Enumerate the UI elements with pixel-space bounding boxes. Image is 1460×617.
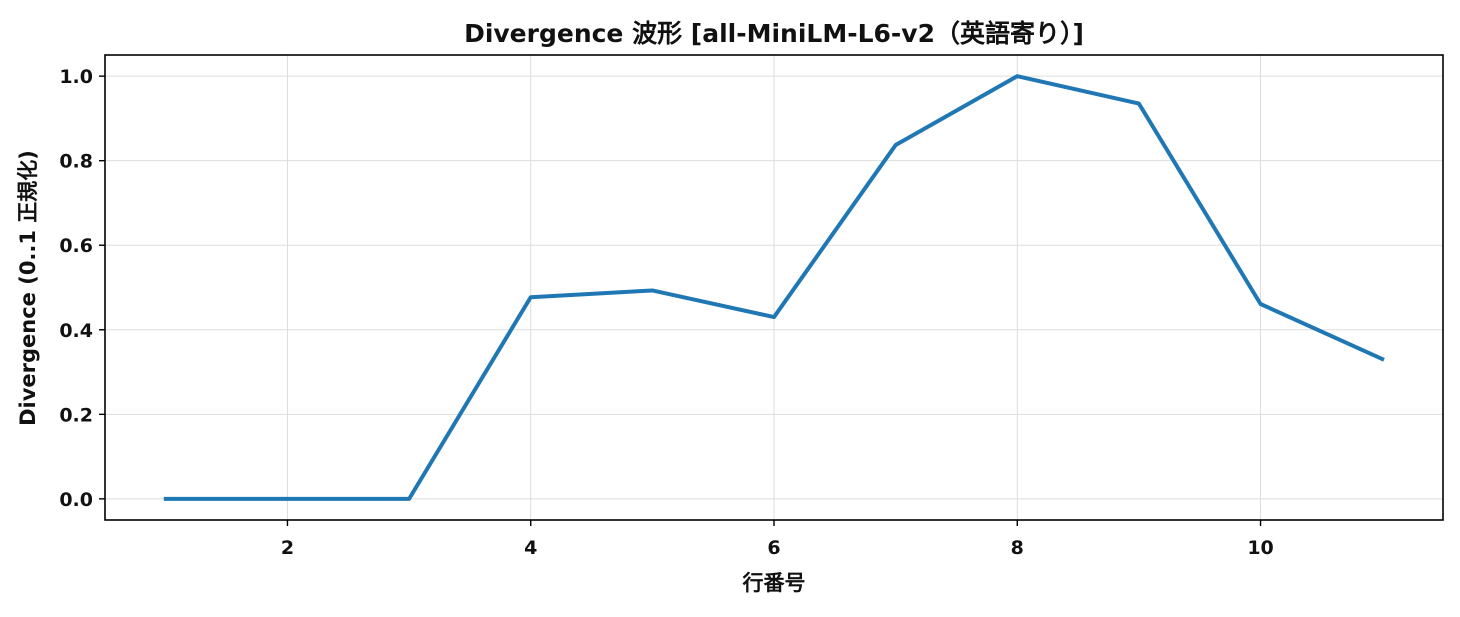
data-point xyxy=(1015,74,1019,78)
series-line xyxy=(163,74,1385,501)
data-point xyxy=(1259,302,1263,306)
data-point xyxy=(772,315,776,319)
data-point xyxy=(894,143,898,147)
chart-title: Divergence 波形 [all-MiniLM-L6-v2（英語寄り）] xyxy=(464,19,1084,48)
y-tick-label: 0.0 xyxy=(59,489,93,511)
ticks: 2 4 6 8 10 0.0 0.2 0.4 0.6 0.8 1.0 xyxy=(59,66,1273,559)
y-tick-label: 0.2 xyxy=(59,404,93,426)
y-tick-label: 0.8 xyxy=(59,151,93,173)
y-tick-label: 0.6 xyxy=(59,235,93,257)
y-tick-label: 1.0 xyxy=(59,66,93,88)
y-tick-label: 0.4 xyxy=(59,320,93,342)
x-tick-label: 10 xyxy=(1247,537,1273,559)
x-axis-label: 行番号 xyxy=(742,571,806,595)
series-layer xyxy=(163,74,1385,501)
x-tick-label: 8 xyxy=(1011,537,1024,559)
data-point xyxy=(285,497,289,501)
x-tick-label: 6 xyxy=(767,537,780,559)
data-point xyxy=(164,497,168,501)
data-point xyxy=(1137,102,1141,106)
x-tick-label: 2 xyxy=(281,537,294,559)
data-point xyxy=(1380,357,1384,361)
data-point xyxy=(407,497,411,501)
data-point xyxy=(650,288,654,292)
data-point xyxy=(529,295,533,299)
x-tick-label: 4 xyxy=(524,537,537,559)
y-axis-label: Divergence (0..1 正規化) xyxy=(16,150,40,426)
grid xyxy=(105,55,1443,520)
